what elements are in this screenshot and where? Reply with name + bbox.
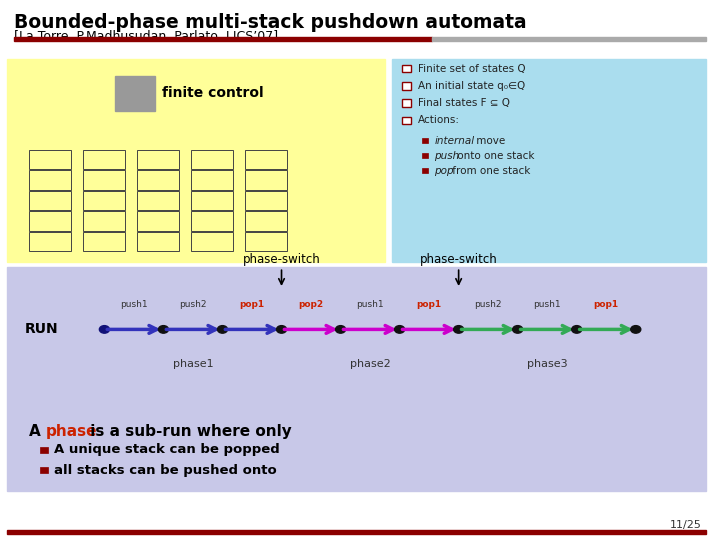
Bar — [115, 76, 155, 111]
Bar — [29, 170, 71, 190]
Circle shape — [336, 326, 346, 333]
Bar — [422, 168, 428, 173]
Text: phase-switch: phase-switch — [243, 253, 320, 266]
Text: push1: push1 — [356, 300, 384, 309]
Text: onto one stack: onto one stack — [454, 151, 534, 161]
Bar — [137, 232, 179, 251]
Text: phase3: phase3 — [527, 359, 567, 369]
Bar — [83, 211, 125, 231]
Text: all stacks can be pushed onto: all stacks can be pushed onto — [54, 464, 276, 477]
Circle shape — [158, 326, 168, 333]
Text: Bounded-phase multi-stack pushdown automata: Bounded-phase multi-stack pushdown autom… — [14, 14, 527, 32]
Bar — [191, 150, 233, 169]
Bar — [83, 150, 125, 169]
Text: A unique stack can be popped: A unique stack can be popped — [54, 443, 280, 456]
Text: pop: pop — [434, 166, 454, 176]
Bar — [402, 65, 411, 72]
Text: push2: push2 — [474, 300, 502, 309]
Bar — [392, 59, 706, 262]
Bar — [402, 99, 411, 107]
Circle shape — [513, 326, 523, 333]
Bar — [29, 191, 71, 210]
Text: push2: push2 — [179, 300, 207, 309]
Bar — [245, 170, 287, 190]
Bar — [29, 211, 71, 231]
Bar — [422, 153, 428, 158]
Bar — [29, 232, 71, 251]
Text: 11/25: 11/25 — [670, 520, 702, 530]
Bar — [40, 467, 48, 473]
Bar — [191, 211, 233, 231]
Bar — [137, 191, 179, 210]
Bar — [402, 82, 411, 90]
Text: phase: phase — [45, 424, 97, 439]
Bar — [137, 170, 179, 190]
Bar — [83, 191, 125, 210]
Text: pop1: pop1 — [240, 300, 264, 309]
Bar — [7, 530, 706, 534]
Text: finite control: finite control — [162, 86, 264, 100]
Text: from one stack: from one stack — [449, 166, 530, 176]
Circle shape — [217, 326, 228, 333]
Text: pop1: pop1 — [594, 300, 618, 309]
Bar — [245, 191, 287, 210]
Text: An initial state q₀∈Q: An initial state q₀∈Q — [418, 81, 525, 91]
Bar — [137, 211, 179, 231]
Bar — [422, 138, 428, 143]
Text: push1: push1 — [534, 300, 561, 309]
Text: phase-switch: phase-switch — [420, 253, 498, 266]
Bar — [191, 170, 233, 190]
Text: push1: push1 — [120, 300, 148, 309]
Bar — [83, 232, 125, 251]
Bar — [14, 37, 432, 40]
Circle shape — [99, 326, 109, 333]
Text: is a sub-run where only: is a sub-run where only — [85, 424, 292, 439]
Bar — [29, 150, 71, 169]
Bar — [7, 59, 385, 262]
Bar — [245, 232, 287, 251]
Text: Actions:: Actions: — [418, 116, 459, 125]
Bar — [7, 267, 706, 491]
Circle shape — [631, 326, 641, 333]
Text: phase2: phase2 — [350, 359, 390, 369]
Circle shape — [395, 326, 405, 333]
Bar — [40, 447, 48, 453]
Text: phase1: phase1 — [173, 359, 213, 369]
Bar — [245, 211, 287, 231]
Circle shape — [276, 326, 287, 333]
Text: A: A — [29, 424, 46, 439]
Text: [La Torre, P.Madhusudan, Parlato, LICS’07]: [La Torre, P.Madhusudan, Parlato, LICS’0… — [14, 30, 279, 43]
Text: push: push — [434, 151, 459, 161]
Text: pop2: pop2 — [299, 300, 323, 309]
Circle shape — [572, 326, 582, 333]
Text: pop1: pop1 — [417, 300, 441, 309]
Text: Final states F ⊆ Q: Final states F ⊆ Q — [418, 98, 510, 108]
Circle shape — [454, 326, 464, 333]
Bar — [191, 191, 233, 210]
Bar — [83, 170, 125, 190]
Bar — [245, 150, 287, 169]
Text: RUN: RUN — [25, 322, 59, 336]
Text: move: move — [473, 136, 505, 146]
Bar — [432, 37, 706, 40]
Bar — [402, 117, 411, 124]
Bar — [191, 232, 233, 251]
Text: Finite set of states Q: Finite set of states Q — [418, 64, 525, 73]
Text: internal: internal — [434, 136, 474, 146]
Bar — [137, 150, 179, 169]
